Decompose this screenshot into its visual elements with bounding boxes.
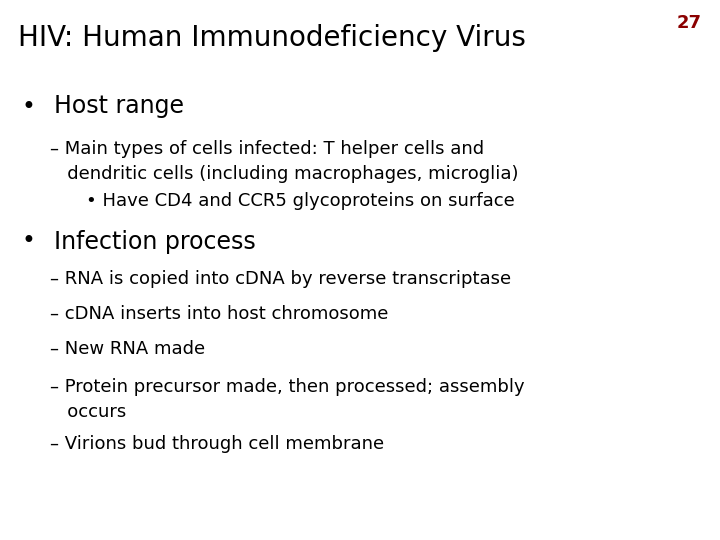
Text: Host range: Host range: [54, 94, 184, 118]
Text: – Main types of cells infected: T helper cells and
   dendritic cells (including: – Main types of cells infected: T helper…: [50, 140, 519, 184]
Text: – RNA is copied into cDNA by reverse transcriptase: – RNA is copied into cDNA by reverse tra…: [50, 270, 511, 288]
Text: – New RNA made: – New RNA made: [50, 340, 205, 358]
Text: •: •: [22, 94, 35, 118]
Text: – Protein precursor made, then processed; assembly
   occurs: – Protein precursor made, then processed…: [50, 378, 525, 421]
Text: Infection process: Infection process: [54, 230, 256, 253]
Text: – Virions bud through cell membrane: – Virions bud through cell membrane: [50, 435, 384, 453]
Text: 27: 27: [677, 14, 702, 31]
Text: • Have CD4 and CCR5 glycoproteins on surface: • Have CD4 and CCR5 glycoproteins on sur…: [86, 192, 515, 210]
Text: HIV: Human Immunodeficiency Virus: HIV: Human Immunodeficiency Virus: [18, 24, 526, 52]
Text: – cDNA inserts into host chromosome: – cDNA inserts into host chromosome: [50, 305, 389, 323]
Text: •: •: [22, 230, 35, 253]
